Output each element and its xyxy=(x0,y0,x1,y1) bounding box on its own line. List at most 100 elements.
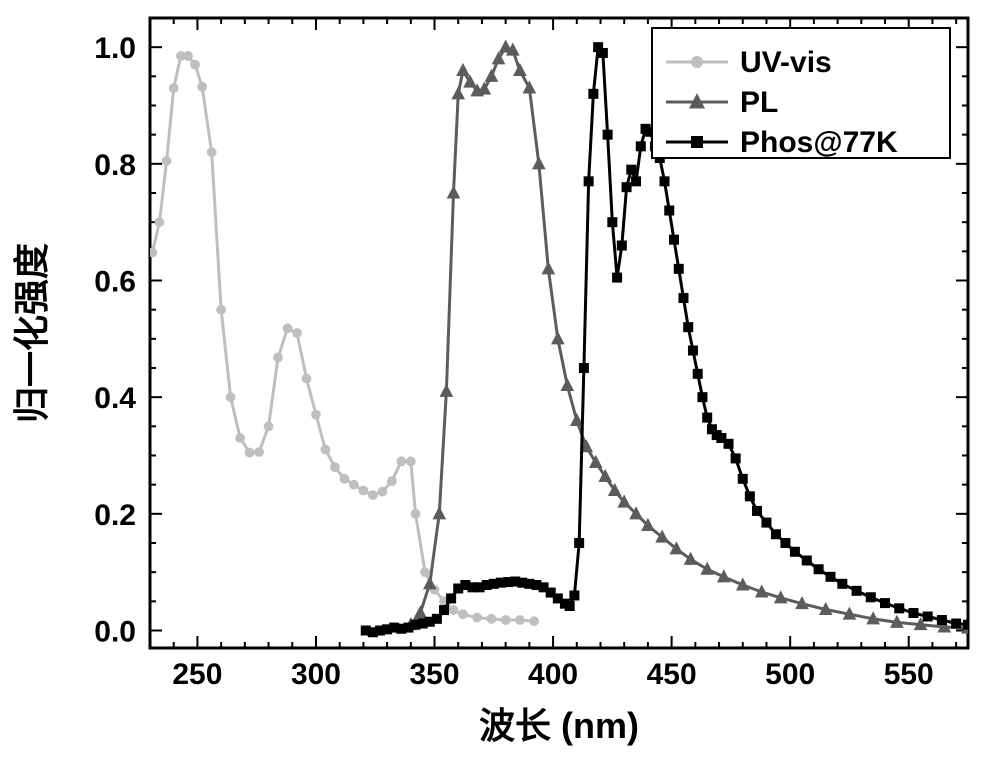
marker-circle xyxy=(411,509,420,518)
marker-square xyxy=(790,547,799,556)
marker-square xyxy=(627,165,636,174)
marker-square xyxy=(752,506,761,515)
marker-square xyxy=(584,177,593,186)
marker-triangle xyxy=(533,157,545,169)
marker-square xyxy=(937,616,946,625)
marker-square xyxy=(814,565,823,574)
marker-square xyxy=(838,579,847,588)
legend-label: UV-vis xyxy=(740,46,832,79)
marker-square xyxy=(660,177,669,186)
marker-square xyxy=(617,241,626,250)
marker-square xyxy=(738,474,747,483)
x-tick-label: 450 xyxy=(647,658,697,691)
marker-triangle xyxy=(485,70,497,82)
marker-circle xyxy=(340,474,349,483)
marker-triangle xyxy=(452,87,464,99)
x-tick-label: 400 xyxy=(528,658,578,691)
marker-square xyxy=(598,49,607,58)
marker-circle xyxy=(245,448,254,457)
marker-circle xyxy=(387,477,396,486)
marker-square xyxy=(731,454,740,463)
marker-square xyxy=(964,620,973,629)
marker-circle xyxy=(473,613,482,622)
marker-square xyxy=(693,369,702,378)
y-tick-label: 0.2 xyxy=(94,499,136,532)
legend-label: Phos@77K xyxy=(740,126,898,159)
marker-square xyxy=(895,604,904,613)
y-tick-label: 0.8 xyxy=(94,149,136,182)
marker-circle xyxy=(274,353,283,362)
marker-circle xyxy=(530,617,539,626)
marker-triangle xyxy=(440,385,452,397)
marker-triangle xyxy=(433,507,445,518)
marker-square xyxy=(909,609,918,618)
marker-circle xyxy=(264,422,273,431)
marker-square xyxy=(952,619,961,628)
marker-square xyxy=(575,539,584,548)
marker-circle xyxy=(515,616,524,625)
marker-square xyxy=(866,593,875,602)
marker-triangle xyxy=(514,64,526,76)
marker-square xyxy=(745,492,754,501)
spectrum-chart: 250300350400450500550波长 (nm)0.00.20.40.6… xyxy=(0,0,1000,762)
marker-square xyxy=(688,346,697,355)
marker-circle xyxy=(421,568,430,577)
y-tick-label: 0.0 xyxy=(94,616,136,649)
marker-circle xyxy=(312,410,321,419)
marker-square xyxy=(570,591,579,600)
marker-circle xyxy=(236,434,245,443)
marker-circle xyxy=(406,457,415,466)
marker-square xyxy=(579,364,588,373)
marker-circle xyxy=(207,148,216,157)
marker-circle xyxy=(692,57,703,68)
marker-circle xyxy=(331,463,340,472)
marker-circle xyxy=(459,610,468,619)
marker-circle xyxy=(217,305,226,314)
marker-circle xyxy=(198,82,207,91)
marker-circle xyxy=(226,393,235,402)
series-line xyxy=(152,56,534,621)
marker-square xyxy=(692,137,703,148)
marker-square xyxy=(881,599,890,608)
marker-square xyxy=(440,606,449,615)
marker-square xyxy=(826,572,835,581)
marker-circle xyxy=(255,448,264,457)
y-tick-label: 1.0 xyxy=(94,32,136,65)
marker-square xyxy=(589,89,598,98)
legend-label: PL xyxy=(740,86,778,119)
chart-container: 250300350400450500550波长 (nm)0.00.20.40.6… xyxy=(0,0,1000,762)
x-tick-label: 300 xyxy=(291,658,341,691)
marker-circle xyxy=(359,486,368,495)
marker-square xyxy=(674,264,683,273)
series-UV-vis xyxy=(148,52,539,626)
marker-square xyxy=(565,602,574,611)
marker-circle xyxy=(378,487,387,496)
marker-circle xyxy=(191,60,200,69)
marker-circle xyxy=(283,324,292,333)
marker-square xyxy=(603,130,612,139)
marker-square xyxy=(698,393,707,402)
marker-circle xyxy=(350,480,359,489)
marker-square xyxy=(724,439,733,448)
marker-triangle xyxy=(542,262,554,274)
marker-circle xyxy=(155,218,164,227)
marker-square xyxy=(703,413,712,422)
marker-triangle xyxy=(552,332,564,344)
marker-square xyxy=(636,142,645,151)
marker-circle xyxy=(169,84,178,93)
x-axis-label: 波长 (nm) xyxy=(479,705,639,746)
marker-square xyxy=(432,614,441,623)
marker-triangle xyxy=(414,607,426,619)
y-tick-label: 0.4 xyxy=(94,382,136,415)
marker-circle xyxy=(368,491,377,500)
marker-square xyxy=(923,612,932,621)
marker-circle xyxy=(184,52,193,61)
x-tick-label: 250 xyxy=(172,658,222,691)
marker-square xyxy=(622,183,631,192)
marker-square xyxy=(852,586,861,595)
marker-square xyxy=(679,294,688,303)
x-tick-label: 350 xyxy=(409,658,459,691)
marker-circle xyxy=(162,157,171,166)
marker-square xyxy=(781,539,790,548)
marker-triangle xyxy=(457,64,469,76)
